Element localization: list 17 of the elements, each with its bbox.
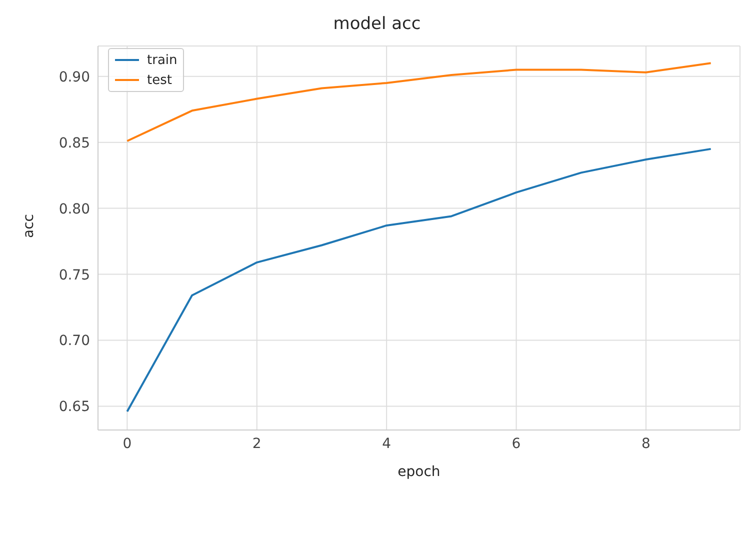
line-series (126, 148, 712, 413)
y-tick-label: 0.85 (58, 135, 90, 152)
y-tick-label: 0.80 (58, 201, 90, 218)
y-tick-label: 0.75 (58, 267, 90, 284)
y-tick-label: 0.65 (58, 399, 90, 416)
legend-label: train (147, 52, 178, 68)
x-tick-label: 6 (512, 436, 521, 452)
x-tick-label: 0 (122, 436, 132, 452)
chart-title: model acc (332, 13, 422, 36)
x-axis-title: epoch (398, 464, 440, 480)
y-tick-label: 0.90 (58, 69, 90, 86)
y-axis-title: acc (20, 214, 37, 238)
x-tick-label: 8 (642, 436, 650, 452)
y-tick-label: 0.70 (58, 333, 90, 350)
x-tick-label: 2 (252, 436, 262, 452)
x-tick-label: 4 (382, 436, 392, 452)
legend-label: test (147, 72, 172, 88)
